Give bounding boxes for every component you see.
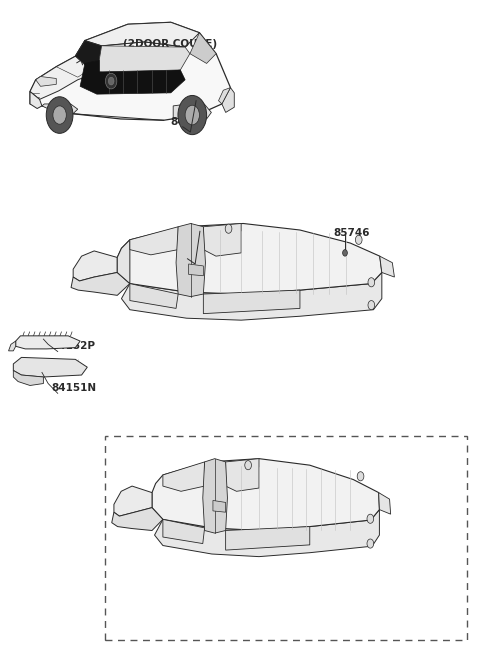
Polygon shape xyxy=(36,77,56,87)
Polygon shape xyxy=(71,272,130,295)
Polygon shape xyxy=(30,92,42,108)
Polygon shape xyxy=(163,520,204,544)
Circle shape xyxy=(106,73,117,89)
Polygon shape xyxy=(226,459,259,491)
Polygon shape xyxy=(155,510,379,557)
Polygon shape xyxy=(114,486,152,516)
Polygon shape xyxy=(30,56,99,99)
Polygon shape xyxy=(380,256,395,277)
Polygon shape xyxy=(173,104,211,120)
Text: 84260: 84260 xyxy=(171,117,207,127)
Text: (2DOOR COUPE): (2DOOR COUPE) xyxy=(123,39,217,49)
Text: 85746: 85746 xyxy=(333,228,370,238)
Polygon shape xyxy=(9,341,16,351)
Circle shape xyxy=(46,96,73,133)
Polygon shape xyxy=(152,459,379,531)
Polygon shape xyxy=(130,283,178,308)
Polygon shape xyxy=(42,104,78,113)
Circle shape xyxy=(343,250,348,256)
Circle shape xyxy=(53,106,66,124)
Polygon shape xyxy=(218,88,230,104)
Circle shape xyxy=(357,472,364,481)
Text: 84152P: 84152P xyxy=(51,341,96,351)
Polygon shape xyxy=(99,46,190,77)
Polygon shape xyxy=(121,272,382,320)
Polygon shape xyxy=(213,501,226,512)
Circle shape xyxy=(225,224,232,234)
Polygon shape xyxy=(80,60,185,94)
Polygon shape xyxy=(222,88,234,112)
Polygon shape xyxy=(16,336,80,349)
Polygon shape xyxy=(73,251,117,281)
Polygon shape xyxy=(112,508,163,531)
Polygon shape xyxy=(117,224,382,294)
Polygon shape xyxy=(130,227,178,255)
Polygon shape xyxy=(204,224,241,256)
Polygon shape xyxy=(13,358,87,377)
Polygon shape xyxy=(204,290,300,314)
Circle shape xyxy=(178,96,206,134)
Polygon shape xyxy=(203,459,228,533)
Polygon shape xyxy=(189,264,204,276)
Polygon shape xyxy=(30,22,230,120)
Polygon shape xyxy=(226,527,310,550)
Circle shape xyxy=(185,105,199,125)
Polygon shape xyxy=(190,33,216,64)
Circle shape xyxy=(368,277,375,287)
Circle shape xyxy=(245,461,252,470)
Polygon shape xyxy=(75,41,102,65)
Text: 84260: 84260 xyxy=(176,247,212,257)
Text: 84151N: 84151N xyxy=(51,383,96,394)
Circle shape xyxy=(342,249,348,256)
Polygon shape xyxy=(13,371,43,386)
Polygon shape xyxy=(379,493,391,514)
Polygon shape xyxy=(163,462,204,491)
Circle shape xyxy=(355,236,362,245)
Polygon shape xyxy=(117,240,130,283)
Polygon shape xyxy=(176,224,205,297)
Circle shape xyxy=(108,77,114,85)
Polygon shape xyxy=(85,22,199,47)
Circle shape xyxy=(367,514,373,523)
Circle shape xyxy=(367,539,373,548)
Bar xyxy=(106,436,467,640)
Circle shape xyxy=(368,300,375,310)
